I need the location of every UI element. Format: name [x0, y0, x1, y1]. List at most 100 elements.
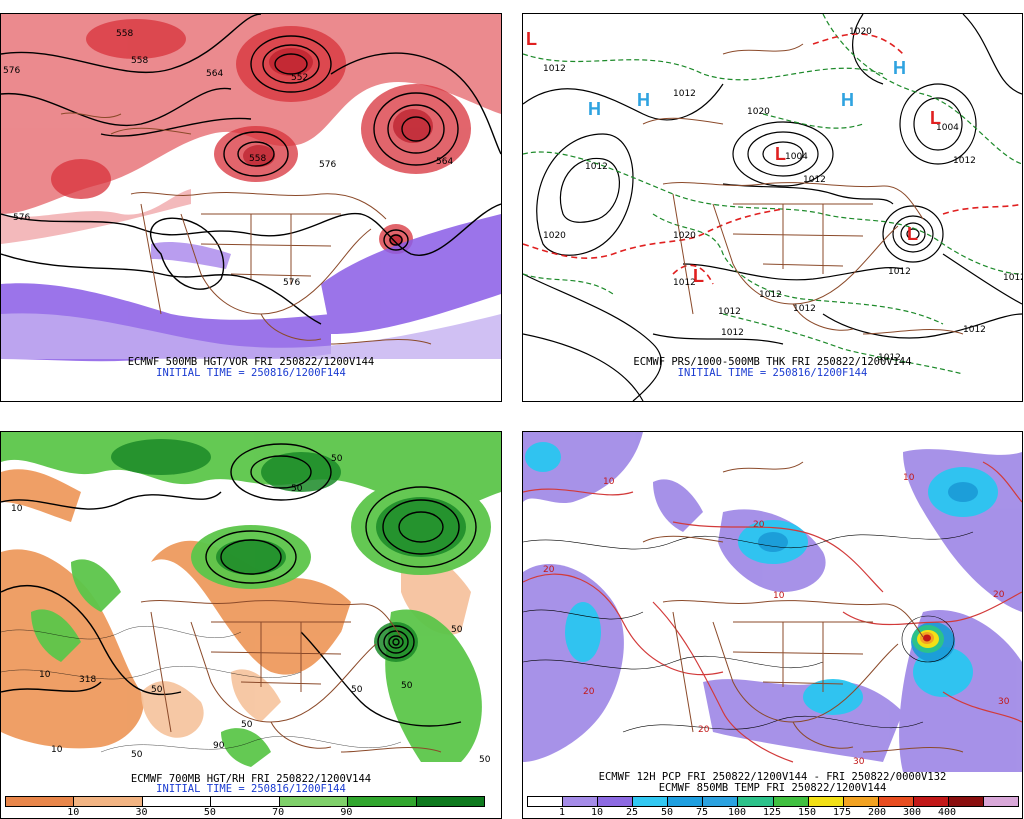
- high-pressure-symbol: H: [588, 99, 601, 119]
- colorbar-tick-label: 1: [558, 807, 566, 818]
- isobar-label: 1020: [673, 231, 696, 241]
- panel-init-time: INITIAL TIME = 250816/1200F144: [156, 783, 346, 795]
- colorbar-swatch: [210, 797, 279, 806]
- isobar-label: 1020: [747, 107, 770, 117]
- panel-init-time: INITIAL TIME = 250816/1200F144: [156, 367, 346, 379]
- isobar-label: 1012: [721, 328, 744, 338]
- low-pressure-symbol: L: [907, 224, 918, 244]
- contour-label: 564: [436, 157, 453, 167]
- temperature-label: 30: [853, 757, 865, 767]
- colorbar-swatch: [415, 797, 484, 806]
- isobar-label: 1020: [543, 231, 566, 241]
- contour-label: 564: [206, 69, 223, 79]
- contour-label: 10: [11, 504, 23, 514]
- isobar-label: 1012: [585, 162, 608, 172]
- contour-label: 576: [319, 160, 336, 170]
- colorbar-tick-label: 25: [625, 807, 639, 818]
- contour-label: 50: [291, 484, 303, 494]
- colorbar-tick-label: 300: [902, 807, 922, 818]
- contour-label: 558: [131, 56, 148, 66]
- panel-title: ECMWF 700MB HGT/RH FRI 250822/1200V144: [130, 773, 372, 785]
- colorbar-swatch: [141, 797, 211, 806]
- colorbar-swatch: [562, 797, 598, 806]
- isobar-label: 1012: [673, 278, 696, 288]
- colorbar-swatch: [597, 797, 633, 806]
- contour-label: 50: [331, 454, 343, 464]
- colorbar-swatch: [772, 797, 808, 806]
- colorbar-swatch: [632, 797, 668, 806]
- isobar-label: 1012: [1003, 273, 1022, 283]
- colorbar-tick-label: 125: [762, 807, 782, 818]
- contour-label: 50: [401, 681, 413, 691]
- colorbar-tick-label: 90: [340, 807, 353, 818]
- high-pressure-symbol: H: [637, 90, 650, 110]
- temperature-label: 20: [993, 590, 1005, 600]
- colorbar-swatch: [347, 797, 416, 806]
- map-precip-temperature: 20 20 20 20 10 10 20 10 30 30: [523, 432, 1022, 772]
- isobar-label: 1012: [543, 64, 566, 74]
- panel-precip-850temp: 20 20 20 20 10 10 20 10 30 30 ECMWF 12H …: [522, 431, 1023, 819]
- contour-label: 576: [283, 278, 300, 288]
- isobar-label: 1004: [936, 123, 959, 133]
- map-500mb-vorticity: 576 558 564 552 576 564 576 558 576 558: [1, 14, 501, 401]
- colorbar-swatch: [278, 797, 348, 806]
- colorbar-swatch: [947, 797, 984, 806]
- temperature-label: 10: [773, 591, 785, 601]
- low-pressure-symbol: L: [693, 266, 704, 286]
- isobar-label: 1012: [718, 307, 741, 317]
- colorbar-tick-label: 400: [937, 807, 957, 818]
- panel-500mb-hgt-vor: 576 558 564 552 576 564 576 558 576 558 …: [0, 13, 502, 402]
- contour-label: 558: [249, 154, 266, 164]
- isobar-label: 1020: [849, 27, 872, 37]
- colorbar-swatch: [912, 797, 948, 806]
- panel-title: ECMWF 12H PCP FRI 250822/1200V144 - FRI …: [598, 771, 947, 783]
- isobar-label: 1012: [888, 267, 911, 277]
- colorbar-swatch: [842, 797, 878, 806]
- low-pressure-symbol: L: [930, 108, 941, 128]
- temperature-label: 20: [753, 520, 765, 530]
- rh-colorbar: [5, 796, 485, 807]
- colorbar-swatch: [702, 797, 738, 806]
- contour-label: 576: [13, 213, 30, 223]
- panel-title: ECMWF 500MB HGT/VOR FRI 250822/1200V144: [127, 356, 375, 368]
- colorbar-tick-label: 50: [660, 807, 674, 818]
- contour-label: 50: [131, 750, 143, 760]
- contour-label: 50: [479, 755, 491, 765]
- high-pressure-symbol: H: [893, 58, 906, 78]
- colorbar-tick-label: 100: [727, 807, 747, 818]
- contour-label: 90: [213, 741, 225, 751]
- colorbar-tick-label: 200: [867, 807, 887, 818]
- colorbar-swatch: [807, 797, 843, 806]
- colorbar-swatch: [877, 797, 913, 806]
- isobar-label: 1012: [953, 156, 976, 166]
- contour-label: 552: [291, 73, 308, 83]
- panel-init-time: INITIAL TIME = 250816/1200F144: [677, 367, 868, 379]
- isobar-label: 1012: [803, 175, 826, 185]
- isobar-label: 1012: [673, 89, 696, 99]
- temperature-label: 20: [543, 565, 555, 575]
- temperature-label: 20: [583, 687, 595, 697]
- colorbar-swatch: [983, 797, 1019, 806]
- panel-700mb-hgt-rh: 10 50 50 10 318 50 50 50 50 90 50 50 10 …: [0, 431, 502, 819]
- temperature-label: 10: [603, 477, 615, 487]
- map-700mb-humidity: 10 50 50 10 318 50 50 50 50 90 50 50 10 …: [1, 432, 501, 775]
- contour-label: 10: [51, 745, 63, 755]
- panel-title: ECMWF PRS/1000-500MB THK FRI 250822/1200…: [633, 356, 912, 368]
- isobar-label: 1012: [963, 325, 986, 335]
- colorbar-swatch: [6, 797, 74, 806]
- isobar-label: 1012: [878, 353, 901, 363]
- contour-label: 318: [79, 675, 96, 685]
- colorbar-swatch: [667, 797, 703, 806]
- contour-label: 576: [3, 66, 20, 76]
- panel-title-secondary: ECMWF 850MB TEMP FRI 250822/1200V144: [658, 782, 887, 794]
- isobar-label: 1012: [793, 304, 816, 314]
- panel-pressure-thickness: 1012 1020 1012 1020 1004 1012 1012 1004 …: [522, 13, 1023, 402]
- contour-label: 50: [351, 685, 363, 695]
- temperature-label: 20: [698, 725, 710, 735]
- map-mslp-thickness: 1012 1020 1012 1020 1004 1012 1012 1004 …: [523, 14, 1022, 401]
- colorbar-tick-label: 175: [832, 807, 852, 818]
- temperature-label: 30: [998, 697, 1010, 707]
- contour-label: 50: [151, 685, 163, 695]
- contour-label: 50: [241, 720, 253, 730]
- rh-colorbar-ticks: 10 30 50 70 90: [5, 807, 483, 818]
